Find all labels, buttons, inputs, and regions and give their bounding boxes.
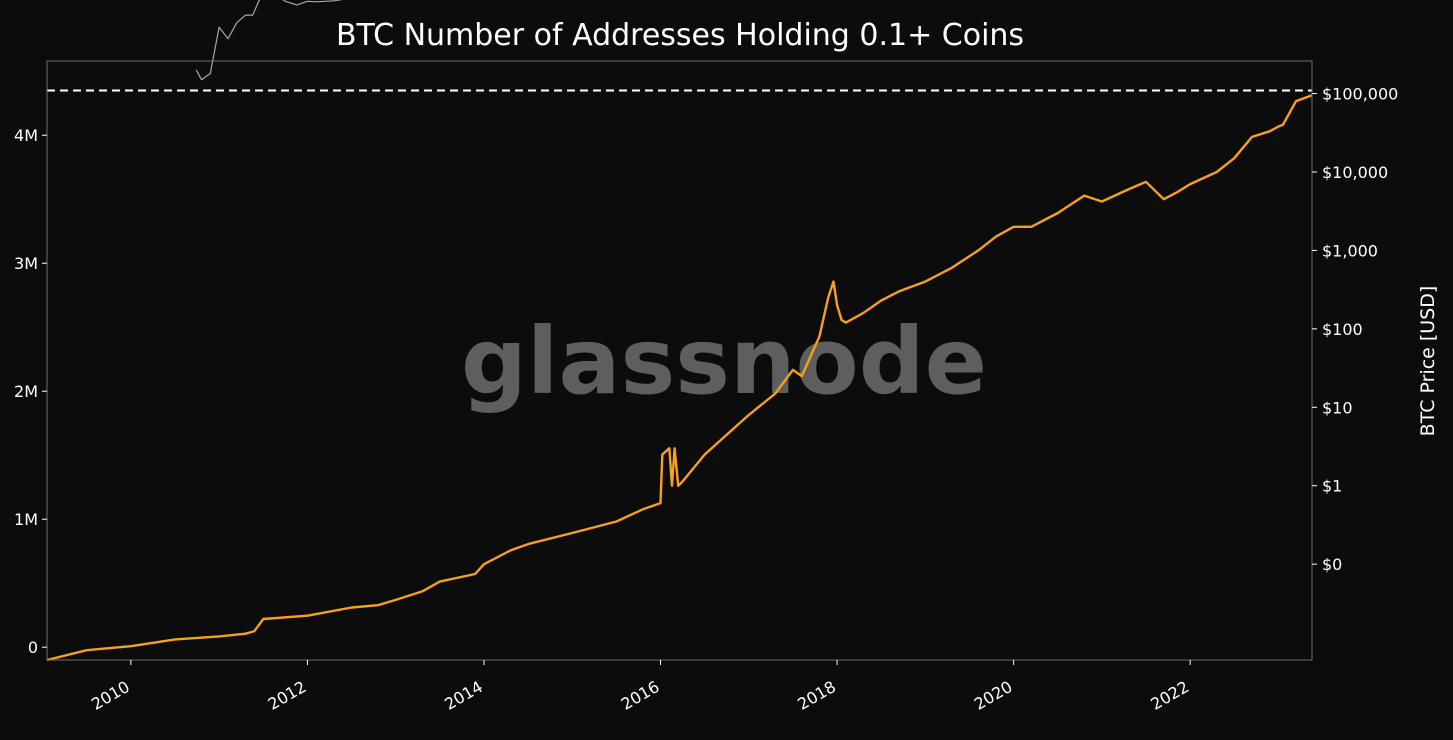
left-tick-label: 4M [14,126,38,145]
left-tick-label: 1M [14,510,38,529]
chart-title: BTC Number of Addresses Holding 0.1+ Coi… [336,18,1024,53]
right-tick-label: $100 [1322,320,1363,339]
series-line-1 [46,94,1313,662]
plot-frame [46,60,1313,661]
left-tick-label: 3M [14,254,38,273]
right-tick-label: $1,000 [1322,241,1378,260]
right-axis: $0 $1 $10 $100 $1,000 $10,000 $100,000 [1312,85,1398,574]
left-axis: 0 1M 2M 3M 4M [14,126,47,657]
right-tick-label: $10 [1322,398,1353,417]
left-tick-label: 2M [14,382,38,401]
right-tick-label: $1 [1322,477,1342,496]
series-line-0 [195,0,344,81]
left-tick-label: 0 [28,638,38,657]
right-tick-label: $0 [1322,555,1342,574]
watermark-logo: glassnode [461,308,987,415]
right-tick-label: $100,000 [1322,85,1398,104]
right-axis-label: BTC Price [USD] [1417,286,1439,437]
right-tick-label: $10,000 [1322,163,1388,182]
plot-area [46,0,1313,662]
